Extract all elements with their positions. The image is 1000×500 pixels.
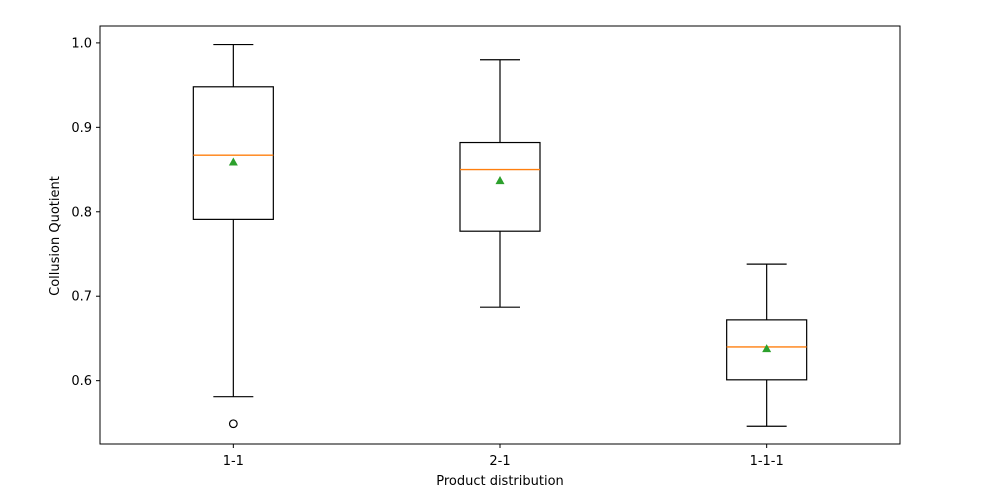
box-group-2-1 bbox=[459, 59, 541, 308]
iqr-box bbox=[192, 86, 274, 220]
x-tick-label: 2-1 bbox=[489, 454, 510, 469]
iqr-box bbox=[726, 319, 808, 381]
y-axis-label: Collusion Quotient bbox=[48, 176, 63, 296]
plot-content bbox=[192, 43, 808, 429]
mean-marker bbox=[762, 344, 772, 353]
y-tick-label: 0.6 bbox=[71, 374, 92, 389]
y-axis: 0.6 0.7 0.8 0.9 1.0 bbox=[71, 36, 100, 389]
x-axis: 1-1 2-1 1-1-1 bbox=[223, 444, 784, 469]
x-tick-label: 1-1-1 bbox=[750, 454, 784, 469]
y-tick-label: 1.0 bbox=[71, 36, 92, 51]
y-tick-label: 0.8 bbox=[71, 205, 92, 220]
box-group-1-1 bbox=[192, 43, 274, 429]
x-tick-label: 1-1 bbox=[223, 454, 244, 469]
box-group-1-1-1 bbox=[726, 263, 808, 427]
mean-marker bbox=[495, 176, 505, 185]
mean-marker bbox=[228, 157, 238, 166]
x-axis-label: Product distribution bbox=[436, 474, 564, 489]
iqr-box bbox=[459, 141, 541, 232]
y-tick-label: 0.9 bbox=[71, 121, 92, 136]
y-tick-label: 0.7 bbox=[71, 290, 92, 305]
outlier-point bbox=[228, 419, 238, 429]
